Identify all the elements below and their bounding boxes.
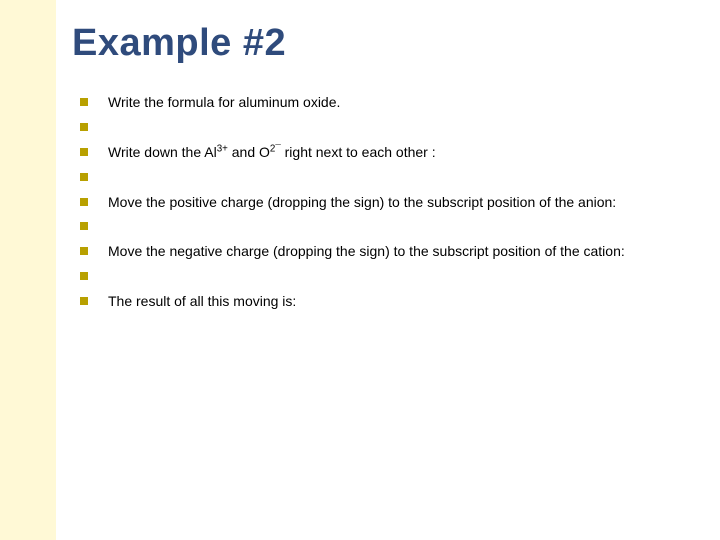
superscript-text: 2¯ [270, 143, 281, 154]
bullet-text-segment: Write down the Al [108, 144, 217, 160]
bullet-item [80, 168, 680, 187]
bullet-text: Move the negative charge (dropping the s… [108, 243, 625, 259]
bullet-item: The result of all this moving is: [80, 292, 680, 311]
bullet-list: Write the formula for aluminum oxide. Wr… [72, 93, 680, 311]
bullet-text-segment: right next to each other : [281, 144, 436, 160]
bullet-item [80, 217, 680, 236]
bullet-item: Write the formula for aluminum oxide. [80, 93, 680, 112]
bullet-item: Move the negative charge (dropping the s… [80, 242, 680, 261]
slide-container: Example #2 Write the formula for aluminu… [0, 0, 720, 540]
bullet-item: Write down the Al3+ and O2¯ right next t… [80, 143, 680, 162]
bullet-item [80, 118, 680, 137]
bullet-text: Move the positive charge (dropping the s… [108, 194, 616, 210]
bullet-text: Write the formula for aluminum oxide. [108, 94, 340, 110]
bullet-text: The result of all this moving is: [108, 293, 296, 309]
bullet-item: Move the positive charge (dropping the s… [80, 193, 680, 212]
bullet-text-segment: and O [228, 144, 270, 160]
superscript-text: 3+ [217, 143, 228, 154]
bullet-item [80, 267, 680, 286]
slide-title: Example #2 [72, 22, 680, 65]
